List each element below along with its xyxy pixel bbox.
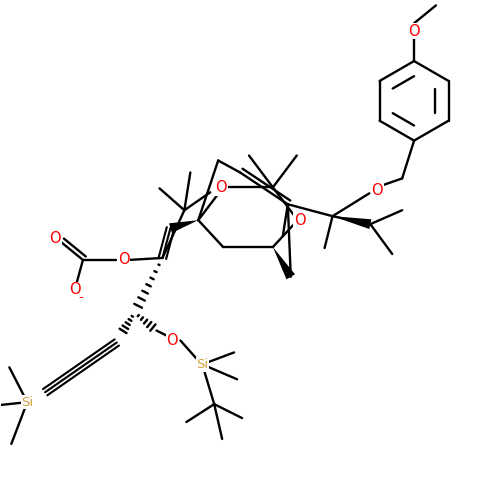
Text: O: O [50,230,61,246]
Polygon shape [169,220,198,233]
Text: O: O [216,180,227,195]
Text: O: O [118,252,130,268]
Text: O: O [294,212,306,228]
Polygon shape [273,247,295,280]
Text: O: O [408,24,420,38]
Polygon shape [332,216,372,229]
Text: -: - [78,291,84,304]
Text: Si: Si [196,358,208,371]
Text: Si: Si [21,396,34,408]
Text: O: O [166,333,178,348]
Text: O: O [69,282,81,298]
Text: O: O [372,183,383,198]
